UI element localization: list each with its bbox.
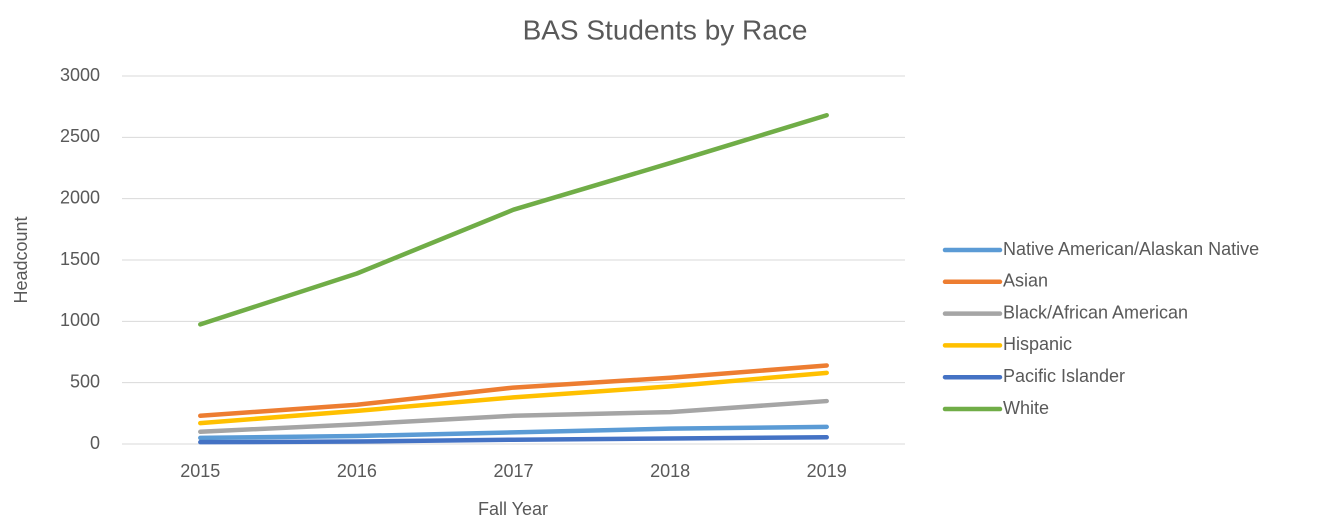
legend-label: Asian <box>1003 271 1048 291</box>
x-tick-label: 2016 <box>337 461 377 481</box>
series-line <box>198 398 829 434</box>
legend-label: White <box>1003 398 1049 418</box>
series-line <box>198 363 829 419</box>
chart-title: BAS Students by Race <box>523 14 808 45</box>
series-line <box>198 113 829 327</box>
y-tick-label: 2500 <box>60 126 100 146</box>
y-tick-label: 500 <box>70 371 100 391</box>
y-tick-label: 1000 <box>60 310 100 330</box>
x-tick-label: 2019 <box>807 461 847 481</box>
y-tick-label: 1500 <box>60 249 100 269</box>
y-tick-label: 2000 <box>60 187 100 207</box>
series-line <box>198 424 829 441</box>
legend-label: Native American/Alaskan Native <box>1003 239 1259 259</box>
x-axis-label: Fall Year <box>478 499 548 519</box>
series-line <box>198 370 829 426</box>
x-tick-label: 2015 <box>180 461 220 481</box>
legend-label: Pacific Islander <box>1003 366 1125 386</box>
y-axis-label: Headcount <box>11 216 31 303</box>
series-line <box>198 435 829 445</box>
y-tick-label: 0 <box>90 433 100 453</box>
y-tick-label: 3000 <box>60 65 100 85</box>
x-tick-label: 2018 <box>650 461 690 481</box>
x-tick-label: 2017 <box>493 461 533 481</box>
legend-label: Hispanic <box>1003 334 1072 354</box>
legend-label: Black/African American <box>1003 302 1188 322</box>
